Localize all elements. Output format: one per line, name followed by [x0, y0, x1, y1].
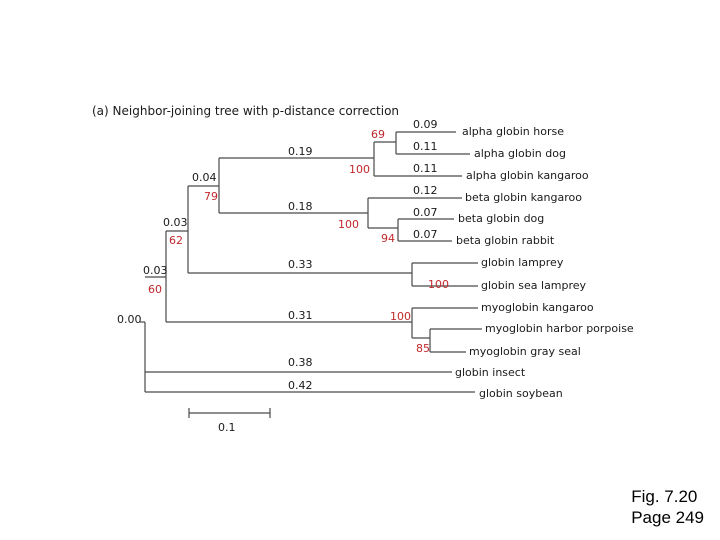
figure-number: Fig. 7.20: [631, 487, 698, 506]
leaf-label: alpha globin horse: [462, 125, 564, 138]
bootstrap-lamprey-clade: 100: [428, 278, 449, 291]
leaf-label: beta globin rabbit: [456, 234, 555, 247]
leaf-label: myoglobin harbor porpoise: [485, 322, 634, 335]
leaf-label: myoglobin kangaroo: [481, 301, 594, 314]
bootstrap-myoglobin-clade: 100: [390, 310, 411, 323]
bootstrap-n3: 79: [204, 190, 218, 203]
branch-length-beta-clade: 0.18: [288, 200, 313, 213]
leaf-label: myoglobin gray seal: [469, 345, 581, 358]
bootstrap-alpha-horse-dog: 69: [371, 128, 385, 141]
branch-length-beta-dog: 0.07: [413, 206, 438, 219]
branch-length-lamprey-clade: 0.33: [288, 258, 313, 271]
leaf-label: beta globin dog: [458, 212, 545, 225]
branch-length-myoglobin-clade: 0.31: [288, 309, 313, 322]
bootstrap-myoglobin-porpoise-seal: 85: [416, 342, 430, 355]
branch-length-alpha-horse: 0.09: [413, 118, 438, 131]
branch-length-alpha-clade: 0.19: [288, 145, 313, 158]
leaf-label: beta globin kangaroo: [465, 191, 582, 204]
bootstrap-beta-dog-rabbit: 94: [381, 232, 395, 245]
leaf-label: globin sea lamprey: [481, 279, 587, 292]
scale-bar-label: 0.1: [218, 421, 236, 434]
branch-length-root: 0.00: [117, 313, 142, 326]
bootstrap-n2: 62: [169, 234, 183, 247]
branch-length-n1: 0.03: [143, 264, 168, 277]
branch-length-insect: 0.38: [288, 356, 313, 369]
branch-length-alpha-dog: 0.11: [413, 140, 438, 153]
leaf-label: alpha globin kangaroo: [466, 169, 589, 182]
branch-length-alpha-kangaroo: 0.11: [413, 162, 438, 175]
leaf-label: globin insect: [455, 366, 526, 379]
branch-length-n3: 0.04: [192, 171, 217, 184]
branch-length-n2: 0.03: [163, 216, 188, 229]
branch-length-soybean: 0.42: [288, 379, 313, 392]
page-number: Page 249: [631, 508, 704, 528]
branch-length-beta-rabbit: 0.07: [413, 228, 438, 241]
branch-length-beta-kangaroo: 0.12: [413, 184, 438, 197]
figure-caption: Fig. 7.20 Page 249: [631, 486, 704, 529]
leaf-label: alpha globin dog: [474, 147, 566, 160]
leaf-label: globin lamprey: [481, 256, 564, 269]
tree-title: (a) Neighbor-joining tree with p-distanc…: [92, 104, 400, 118]
leaf-label: globin soybean: [479, 387, 563, 400]
bootstrap-beta-clade: 100: [338, 218, 359, 231]
bootstrap-alpha-clade: 100: [349, 163, 370, 176]
bootstrap-n1: 60: [148, 283, 162, 296]
